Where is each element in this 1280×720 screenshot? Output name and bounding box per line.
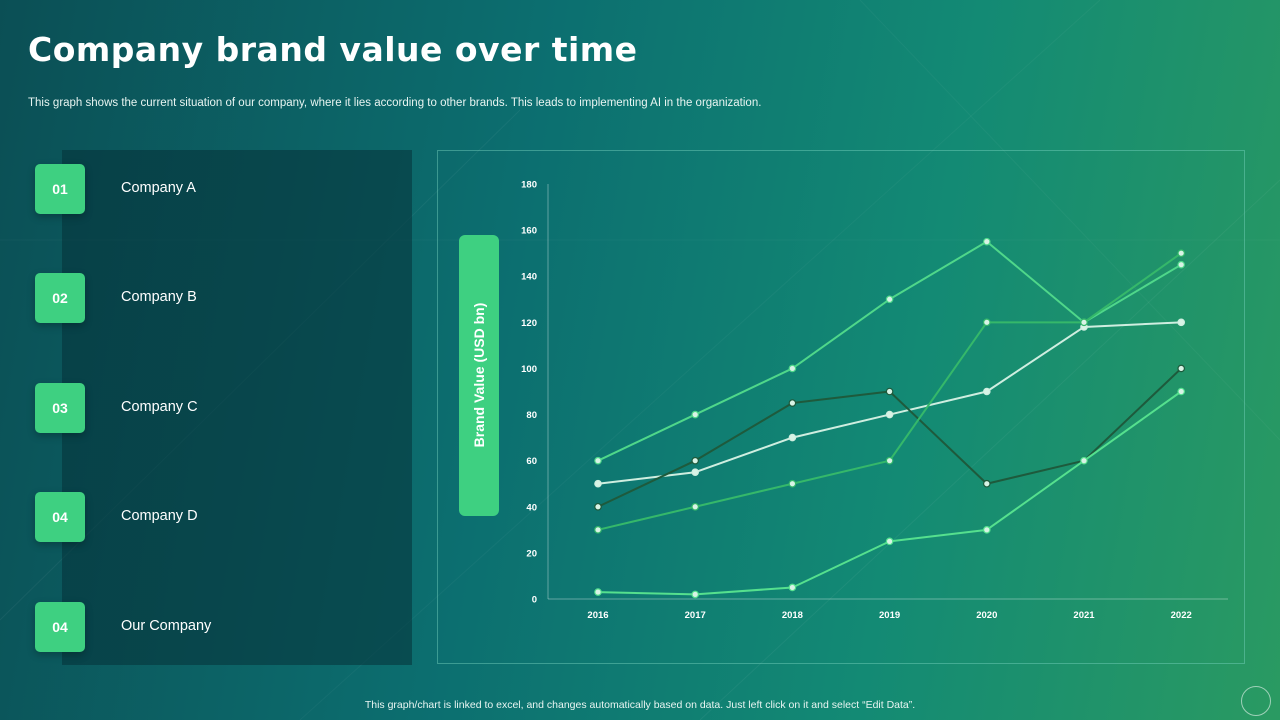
data-point <box>788 479 797 488</box>
y-tick-label: 160 <box>521 226 537 237</box>
x-tick-label: 2018 <box>782 610 803 621</box>
data-point <box>788 399 797 407</box>
number-badge: 04 <box>35 602 85 652</box>
x-tick-label: 2016 <box>587 610 608 621</box>
x-tick-label: 2017 <box>685 610 706 621</box>
x-tick-label: 2021 <box>1073 610 1095 621</box>
data-point <box>788 433 797 442</box>
data-point <box>982 526 991 534</box>
data-point <box>982 237 991 246</box>
y-tick-label: 60 <box>526 456 537 467</box>
legend-label: Company C <box>121 399 198 415</box>
data-point <box>1080 456 1088 465</box>
number-badge: 02 <box>35 273 85 323</box>
legend-label: Our Company <box>121 618 212 634</box>
page-subtitle: This graph shows the current situation o… <box>28 97 762 109</box>
data-point <box>691 410 700 419</box>
data-point <box>691 590 700 599</box>
data-point <box>885 410 894 419</box>
data-point <box>885 295 894 304</box>
data-point <box>691 456 700 465</box>
x-tick-label: 2020 <box>976 610 997 621</box>
data-point <box>594 588 602 596</box>
y-tick-label: 0 <box>532 595 537 606</box>
legend-panel <box>62 150 412 665</box>
number-badge: 03 <box>35 383 85 433</box>
data-point <box>691 502 700 511</box>
data-point <box>1177 364 1186 373</box>
y-axis-label-pill <box>459 235 499 516</box>
y-tick-label: 100 <box>521 364 537 375</box>
data-point <box>788 364 797 373</box>
data-point <box>594 456 602 465</box>
page-title: Company brand value over time <box>28 30 638 69</box>
data-point <box>788 583 797 592</box>
number-badge: 04 <box>35 492 85 542</box>
legend-item-company-a: 01 Company A <box>35 164 375 214</box>
data-point <box>594 502 602 511</box>
data-point <box>885 537 894 546</box>
y-tick-label: 40 <box>526 502 537 513</box>
x-tick-label: 2022 <box>1171 610 1192 621</box>
data-point <box>982 387 991 396</box>
legend-label: Company D <box>121 508 198 524</box>
data-point <box>982 318 991 327</box>
data-point <box>1177 260 1186 269</box>
y-tick-label: 120 <box>521 318 537 329</box>
corner-circle-decoration <box>1241 686 1271 716</box>
data-point <box>1177 387 1186 396</box>
data-point <box>691 468 700 476</box>
legend-label: Company B <box>121 289 197 305</box>
chart-frame <box>437 150 1245 664</box>
legend-item-company-d: 04 Company D <box>35 492 375 542</box>
footer-note: This graph/chart is linked to excel, and… <box>364 699 916 711</box>
data-point <box>1177 318 1186 327</box>
legend-item-company-c: 03 Company C <box>35 383 375 433</box>
series-line-1 <box>597 240 1182 462</box>
series-line-5 <box>597 390 1182 596</box>
y-tick-label: 180 <box>521 180 537 191</box>
data-point <box>1177 249 1186 257</box>
legend-label: Company A <box>121 180 196 196</box>
y-tick-label: 80 <box>526 410 537 421</box>
legend-item-company-b: 02 Company B <box>35 273 375 323</box>
data-point <box>885 456 894 465</box>
x-tick-label: 2019 <box>879 610 900 621</box>
number-badge: 01 <box>35 164 85 214</box>
data-point <box>982 479 991 488</box>
legend-item-our-company: 04 Our Company <box>35 602 375 652</box>
data-point <box>594 526 602 534</box>
data-point <box>885 387 894 396</box>
y-tick-label: 140 <box>521 272 537 283</box>
data-point <box>1080 318 1088 327</box>
y-tick-label: 20 <box>526 548 537 559</box>
data-point <box>594 479 602 488</box>
